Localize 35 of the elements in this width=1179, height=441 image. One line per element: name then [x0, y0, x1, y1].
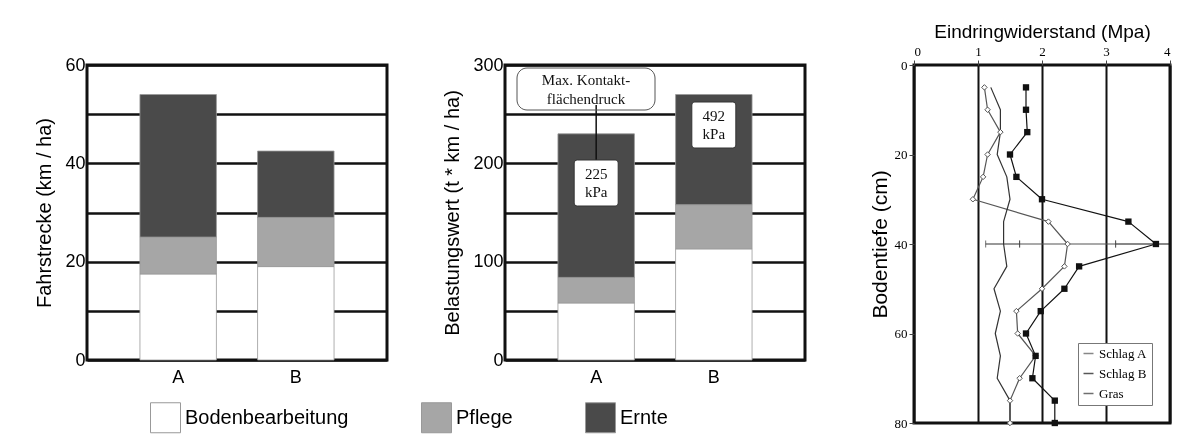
y-tick-label: 0: [901, 57, 908, 73]
legend-label: Schlag A: [1099, 345, 1147, 361]
legend-label: Gras: [1099, 385, 1124, 401]
y-axis-title: Belastungswert (t * km / ha): [441, 90, 464, 336]
y-tick-label: 40: [65, 152, 86, 173]
y-axis-title: Bodentiefe (cm): [867, 170, 891, 319]
legend-label: Pflege: [456, 405, 513, 428]
x-tick-label: 1: [975, 43, 982, 59]
annotation: 225 kPa: [584, 166, 608, 200]
x-tick-label: B: [289, 366, 302, 387]
legend-label: Bodenbearbeitung: [185, 405, 349, 428]
y-tick-label: 20: [65, 251, 86, 272]
x-tick-label: 0: [914, 43, 921, 59]
y-tick-label: 100: [473, 251, 504, 272]
y-tick-label: 60: [65, 54, 86, 75]
y-tick-label: 0: [75, 349, 86, 370]
annotation: Max. Kontakt-flächendruck: [541, 72, 631, 107]
legend-label: Schlag B: [1099, 365, 1147, 381]
y-tick-label: 0: [493, 349, 504, 370]
y-tick-label: 20: [894, 147, 908, 162]
x-axis-title: Eindringwiderstand (Mpa): [934, 20, 1151, 42]
y-tick-label: 60: [894, 326, 908, 341]
y-tick-label: 300: [473, 54, 504, 75]
y-axis-title: Fahrstrecke (km / ha): [33, 117, 56, 309]
y-tick-label: 200: [473, 152, 504, 173]
legend-label: Ernte: [620, 405, 668, 428]
annotation: 492 kPa: [702, 108, 726, 142]
x-tick-label: B: [707, 366, 720, 387]
y-tick-label: 40: [894, 236, 908, 252]
y-tick-label: 80: [894, 415, 908, 431]
x-tick-label: 3: [1103, 43, 1110, 59]
x-tick-label: A: [172, 366, 185, 387]
x-tick-label: 2: [1039, 43, 1046, 59]
x-tick-label: A: [590, 366, 603, 387]
x-tick-label: 4: [1164, 43, 1171, 59]
